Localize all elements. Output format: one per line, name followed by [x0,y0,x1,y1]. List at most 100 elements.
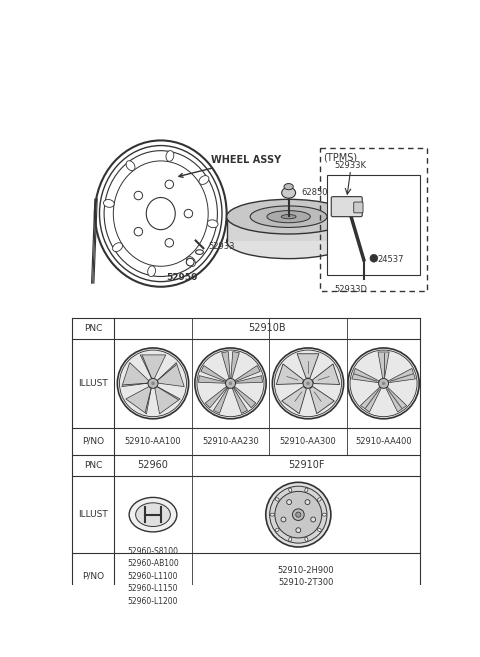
Ellipse shape [134,191,143,200]
Polygon shape [126,387,151,414]
Polygon shape [201,365,226,381]
Text: 52960-S8100
52960-AB100
52960-L1100
52960-L1150
52960-L1200: 52960-S8100 52960-AB100 52960-L1100 5296… [127,547,179,606]
Ellipse shape [166,150,174,162]
Polygon shape [297,353,319,378]
Circle shape [151,382,155,385]
Ellipse shape [289,488,292,492]
Text: 52910-AA400: 52910-AA400 [355,437,412,445]
Polygon shape [214,388,228,413]
Ellipse shape [165,238,174,247]
Polygon shape [157,363,184,386]
Polygon shape [310,386,334,414]
Polygon shape [198,376,225,383]
Ellipse shape [134,227,143,236]
Text: P/NO: P/NO [82,572,104,581]
Circle shape [275,491,322,538]
Ellipse shape [165,180,174,189]
Ellipse shape [129,497,177,532]
Text: 52950: 52950 [166,273,197,282]
Circle shape [348,348,419,419]
Ellipse shape [187,257,195,267]
Circle shape [195,348,266,419]
Polygon shape [232,388,248,413]
Text: 52910B: 52910B [249,323,286,333]
Polygon shape [234,387,256,408]
Circle shape [281,517,286,522]
Polygon shape [276,364,303,384]
Polygon shape [282,386,306,414]
Ellipse shape [227,224,350,259]
Ellipse shape [186,258,194,266]
Ellipse shape [281,215,296,219]
Ellipse shape [227,199,350,234]
Text: 52910-AA300: 52910-AA300 [280,437,336,445]
Ellipse shape [267,211,311,223]
Circle shape [148,378,158,388]
Circle shape [303,378,313,388]
Ellipse shape [305,488,308,492]
Circle shape [296,528,301,533]
Text: 52933: 52933 [209,242,235,251]
Ellipse shape [317,528,321,532]
Polygon shape [222,351,230,378]
Text: P/NO: P/NO [82,437,104,445]
Text: 62850: 62850 [302,187,328,196]
Text: ILLUST: ILLUST [78,510,108,519]
Text: WHEEL ASSY: WHEEL ASSY [179,154,281,177]
Ellipse shape [113,242,122,252]
Ellipse shape [207,220,218,228]
Polygon shape [378,352,389,378]
Circle shape [266,482,331,547]
Polygon shape [155,387,180,414]
Circle shape [272,348,344,419]
Text: 52910-AA100: 52910-AA100 [125,437,181,445]
Polygon shape [386,387,407,412]
Circle shape [305,500,310,505]
Circle shape [117,348,189,419]
Circle shape [296,512,301,517]
Ellipse shape [317,498,321,501]
Bar [227,217,350,241]
Polygon shape [235,365,260,381]
Circle shape [270,486,327,543]
Polygon shape [140,355,166,378]
Circle shape [226,378,236,388]
Polygon shape [352,369,379,382]
Text: 24537: 24537 [378,256,404,264]
Ellipse shape [270,513,275,516]
Polygon shape [205,387,227,408]
Polygon shape [312,364,340,384]
Circle shape [382,382,385,385]
Text: 52960: 52960 [138,461,168,470]
Polygon shape [122,363,149,386]
Circle shape [292,509,304,520]
Text: 52910-AA230: 52910-AA230 [202,437,259,445]
Circle shape [306,382,310,385]
Ellipse shape [276,498,279,501]
Ellipse shape [196,250,204,254]
Ellipse shape [148,266,156,277]
Ellipse shape [305,537,308,541]
Ellipse shape [284,183,293,190]
Text: PNC: PNC [84,324,103,333]
Ellipse shape [276,528,279,532]
Circle shape [311,517,316,522]
Text: ILLUST: ILLUST [78,379,108,388]
Ellipse shape [136,503,170,526]
Polygon shape [360,387,381,412]
Ellipse shape [289,537,292,541]
Ellipse shape [282,187,296,198]
Polygon shape [236,376,263,383]
Text: 52933D: 52933D [334,284,367,294]
FancyBboxPatch shape [354,202,363,213]
FancyBboxPatch shape [331,196,362,217]
Circle shape [287,500,291,505]
Ellipse shape [250,206,327,227]
Bar [320,148,427,290]
Ellipse shape [184,210,192,218]
Circle shape [370,254,378,262]
Text: 52933K: 52933K [335,160,367,170]
Circle shape [379,378,388,388]
Bar [327,175,420,275]
Polygon shape [231,351,240,378]
